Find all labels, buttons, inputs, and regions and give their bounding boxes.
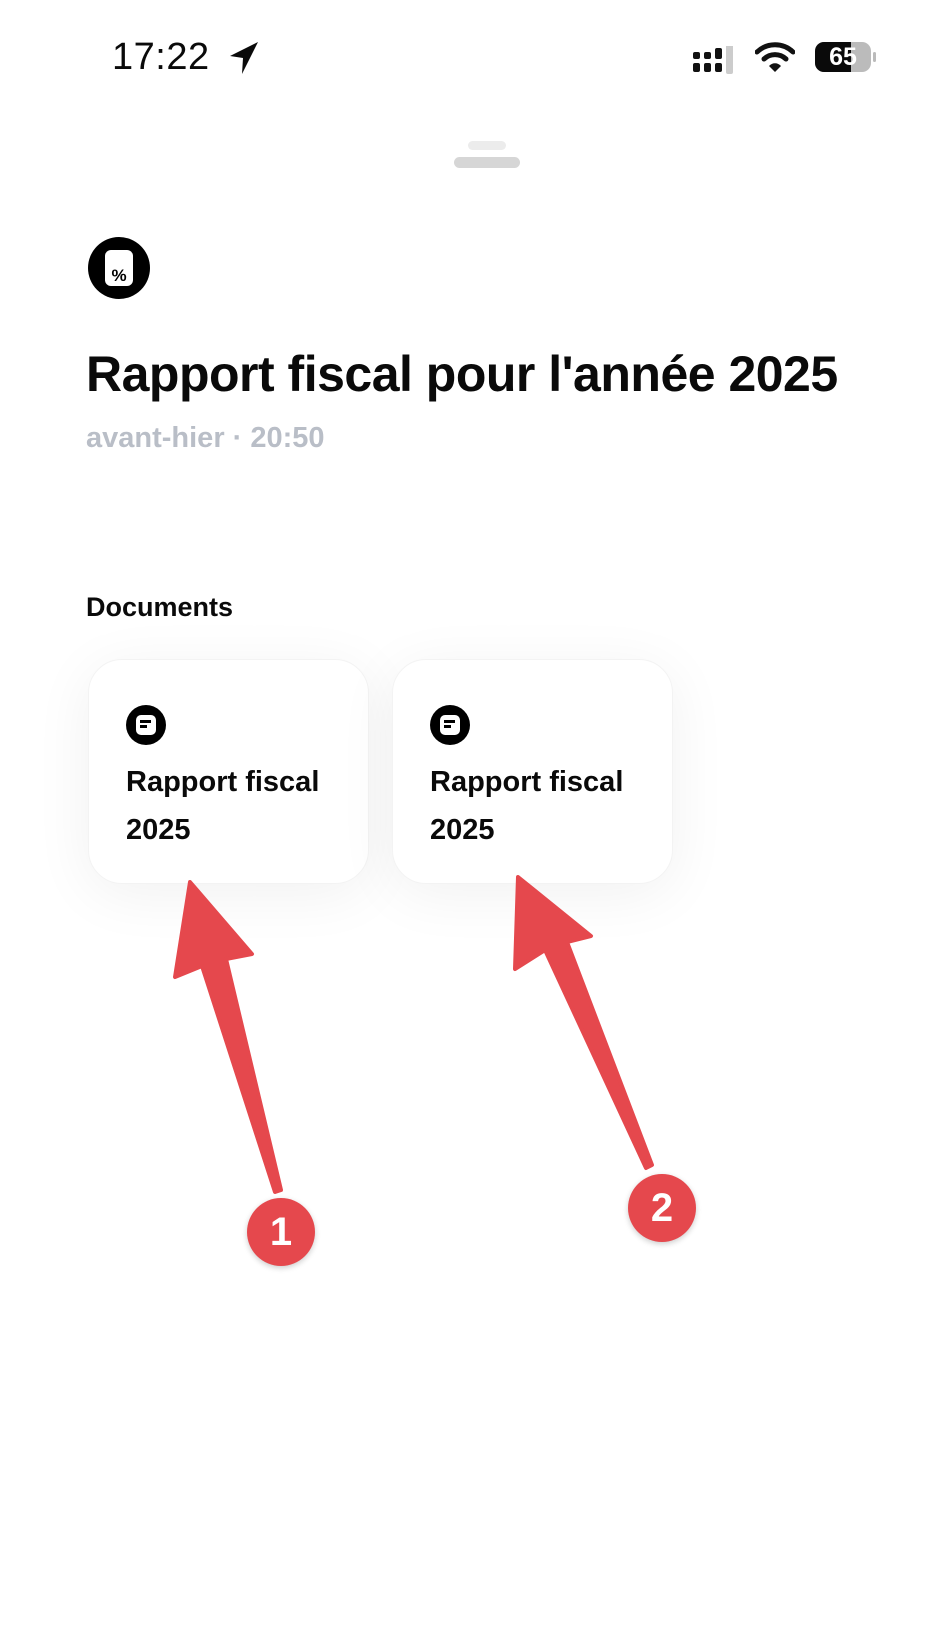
annotation-badge-1: 1 (247, 1198, 315, 1266)
document-card[interactable]: Rapport fiscal 2025 (392, 659, 673, 884)
documents-heading: Documents (86, 592, 234, 622)
document-icon (430, 705, 470, 745)
arrow-2 (513, 875, 654, 1170)
document-title: Rapport fiscal 2025 (430, 766, 624, 846)
signal-icon (693, 46, 733, 74)
arrow-1 (173, 880, 283, 1194)
battery-level: 65 (829, 43, 857, 71)
location-arrow-icon (230, 42, 258, 74)
page-title: Rapport fiscal pour l'année 2025 (86, 346, 838, 402)
annotation-badge-2: 2 (628, 1174, 696, 1242)
timestamp: avant-hier · 20:50 (86, 422, 325, 454)
document-card[interactable]: Rapport fiscal 2025 (88, 659, 369, 884)
sheet-drag-handle[interactable] (454, 141, 520, 169)
status-time: 17:22 (112, 36, 210, 78)
tax-percent-icon: % (88, 237, 150, 299)
wifi-icon (755, 42, 795, 72)
document-title: Rapport fiscal 2025 (126, 766, 320, 846)
svg-text:%: % (111, 266, 126, 285)
document-icon (126, 705, 166, 745)
battery-icon: 65 (815, 42, 877, 72)
